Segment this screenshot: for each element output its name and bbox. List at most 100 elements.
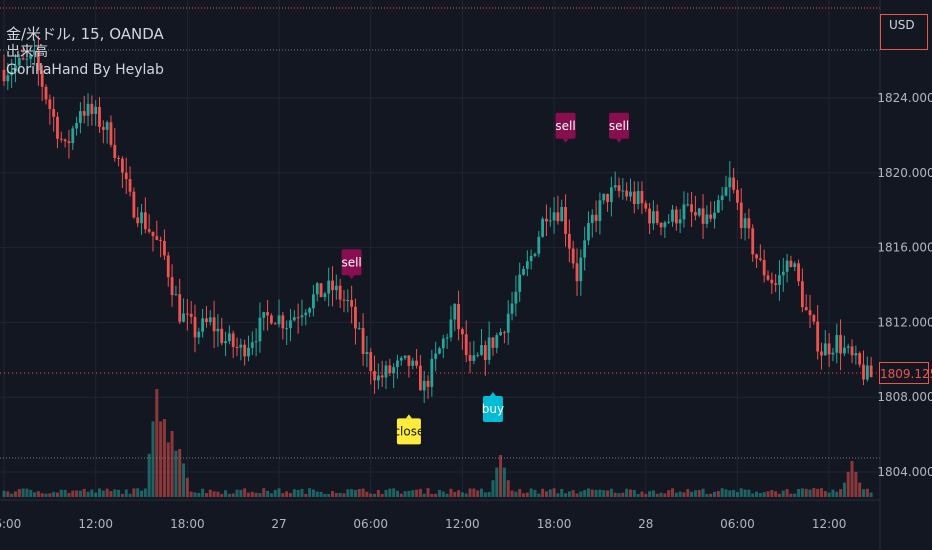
volume-bar — [476, 490, 480, 497]
volume-bar — [388, 488, 392, 497]
volume-bar — [411, 490, 415, 497]
time-tick-label: 12:00 — [445, 517, 480, 531]
volume-bar — [155, 389, 159, 497]
volume-bar — [774, 491, 778, 497]
volume-bar — [617, 493, 621, 497]
volume-bar — [40, 493, 44, 497]
volume-bar — [621, 492, 625, 497]
volume-bar — [201, 488, 205, 497]
volume-bar — [487, 491, 491, 497]
volume-label[interactable]: 出来高 — [6, 44, 48, 60]
candle-body — [716, 200, 720, 213]
marker-label: sell — [609, 119, 629, 133]
volume-bar — [594, 489, 598, 497]
volume-bar — [399, 493, 403, 497]
volume-bar — [212, 491, 216, 497]
candle-body — [537, 236, 541, 254]
symbol-title[interactable]: 金/米ドル, 15, OANDA — [6, 25, 164, 43]
volume-bar — [109, 491, 113, 497]
volume-bar — [25, 488, 29, 497]
candle-body — [220, 328, 224, 344]
candle-body — [820, 351, 823, 356]
volume-bar — [709, 493, 713, 497]
volume-bar — [227, 493, 231, 497]
candle-body — [292, 317, 296, 321]
volume-bar — [499, 455, 503, 497]
volume-bar — [671, 488, 674, 497]
candle-body — [816, 321, 820, 352]
volume-bar — [243, 488, 247, 497]
volume-bar — [334, 493, 338, 497]
price-axis-background[interactable] — [880, 0, 932, 550]
volume-bar — [124, 489, 128, 497]
marker-pointer — [405, 414, 412, 419]
volume-bar — [522, 493, 526, 497]
candle-body — [422, 380, 426, 391]
volume-bar — [797, 488, 801, 497]
volume-bar — [323, 493, 327, 497]
volume-bar — [216, 491, 220, 497]
volume-bar — [598, 489, 602, 497]
candle-body — [694, 212, 697, 216]
candle-body — [766, 275, 770, 280]
candle-body — [25, 58, 29, 60]
candle-body — [747, 218, 751, 229]
volume-bar — [185, 477, 189, 497]
candle-body — [334, 285, 338, 291]
volume-bar — [583, 490, 587, 497]
indicator-label[interactable]: GorillaHand By Heylab — [6, 62, 164, 78]
candle-body — [300, 315, 304, 318]
volume-bar — [632, 489, 636, 497]
candle-body — [483, 345, 487, 360]
candle-body — [797, 263, 800, 282]
candle-body — [793, 263, 797, 267]
volume-bar — [449, 488, 453, 497]
volume-bar — [380, 493, 384, 497]
volume-bar — [59, 489, 63, 497]
candle-body — [491, 337, 495, 348]
candle-body — [136, 217, 140, 224]
currency-label[interactable]: USD — [880, 14, 928, 50]
candle-body — [124, 172, 128, 180]
candle-body — [380, 375, 384, 378]
candle-body — [739, 202, 743, 228]
volume-bar — [816, 488, 820, 497]
volume-bar — [224, 490, 228, 497]
price-axis-labels: 1804.000 1808.000 1812.000 1816.000 1820.000… — [877, 91, 932, 479]
volume-bar — [659, 492, 663, 497]
candle-body — [231, 333, 235, 347]
candle-body — [128, 179, 132, 192]
candle-body — [132, 191, 136, 218]
candle-body — [140, 212, 143, 224]
candle-body — [629, 191, 632, 197]
volume-bar — [373, 493, 377, 497]
candle-body — [185, 313, 189, 315]
candle-body — [101, 126, 105, 130]
candle-body — [338, 285, 342, 300]
volume-bar — [854, 471, 858, 497]
candle-body — [75, 122, 78, 129]
candle-body — [701, 208, 705, 224]
candle-body — [571, 248, 575, 264]
marker-label: buy — [482, 402, 504, 416]
time-tick-label: 12:00 — [78, 517, 113, 531]
candle-body — [197, 331, 201, 338]
candle-body — [529, 255, 533, 262]
candle-body — [143, 212, 147, 230]
candle-body — [247, 347, 250, 357]
candle-body — [674, 209, 678, 224]
volume-bar — [686, 489, 690, 497]
candle-body — [846, 346, 850, 348]
volume-bar — [33, 492, 37, 497]
candle-body — [434, 353, 438, 359]
candle-body — [472, 355, 476, 361]
volume-bar — [407, 490, 411, 497]
volume-bar — [445, 493, 449, 497]
marker-pointer — [489, 391, 496, 396]
candle-body — [682, 204, 686, 220]
signal-markers: sell close buy sell sell — [341, 112, 629, 445]
candle-body — [720, 195, 724, 201]
candle-body — [449, 319, 453, 338]
volume-bar — [705, 493, 709, 497]
